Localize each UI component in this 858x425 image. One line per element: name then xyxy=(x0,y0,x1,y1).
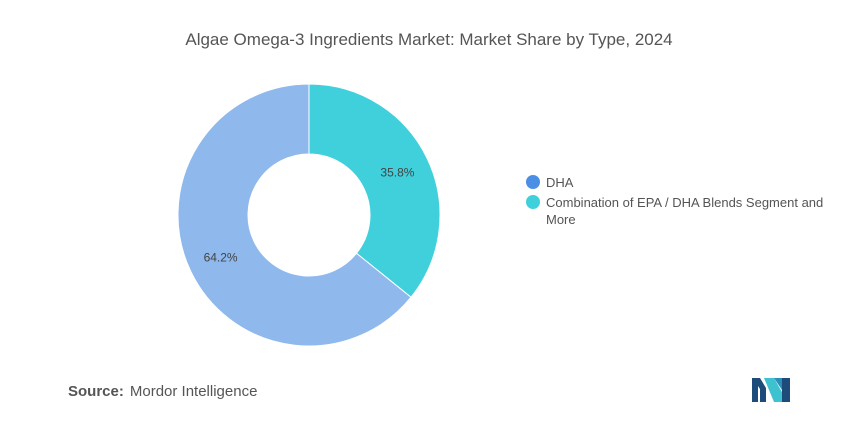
chart-legend: DHA Combination of EPA / DHA Blends Segm… xyxy=(526,174,826,231)
legend-item-epa-dha-blends[interactable]: Combination of EPA / DHA Blends Segment … xyxy=(526,194,826,228)
donut-slice-dha[interactable] xyxy=(177,83,412,347)
legend-item-dha[interactable]: DHA xyxy=(526,174,826,191)
source-value: Mordor Intelligence xyxy=(129,383,258,400)
legend-swatch-epa-dha-blends xyxy=(526,195,540,209)
donut-slice-epa-dha-blends[interactable] xyxy=(308,83,441,298)
legend-label-dha: DHA xyxy=(546,175,574,190)
source-note: Source: Mordor Intelligence xyxy=(68,383,257,400)
mordor-intelligence-logo-icon xyxy=(752,378,790,402)
chart-title: Algae Omega-3 Ingredients Market: Market… xyxy=(185,30,673,49)
data-label-dha: 64.2% xyxy=(204,250,238,264)
legend-swatch-dha xyxy=(526,175,540,189)
source-label: Source: xyxy=(68,383,124,400)
legend-label-epa-dha-blends: Combination of EPA / DHA Blends Segment … xyxy=(546,195,824,227)
data-label-epa-dha-blends: 35.8% xyxy=(380,166,414,180)
